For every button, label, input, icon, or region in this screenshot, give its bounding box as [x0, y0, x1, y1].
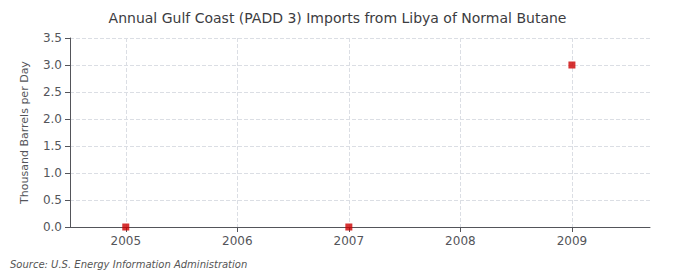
svg-text:2009: 2009 [557, 234, 588, 248]
svg-text:Source: U.S. Energy Informatio: Source: U.S. Energy Information Administ… [10, 259, 247, 270]
svg-text:2.5: 2.5 [43, 85, 62, 99]
svg-text:1.0: 1.0 [43, 166, 62, 180]
svg-text:0.0: 0.0 [43, 220, 62, 234]
svg-text:Annual Gulf Coast (PADD 3) Imp: Annual Gulf Coast (PADD 3) Imports from … [109, 10, 567, 26]
svg-text:2008: 2008 [445, 234, 476, 248]
svg-text:3.5: 3.5 [43, 31, 62, 45]
svg-text:2005: 2005 [110, 234, 141, 248]
svg-text:2007: 2007 [334, 234, 365, 248]
svg-text:2006: 2006 [222, 234, 253, 248]
svg-text:3.0: 3.0 [43, 58, 62, 72]
svg-text:1.5: 1.5 [43, 139, 62, 153]
svg-text:Thousand Barrels per Day: Thousand Barrels per Day [18, 61, 31, 205]
svg-text:2.0: 2.0 [43, 112, 62, 126]
svg-text:0.5: 0.5 [43, 193, 62, 207]
